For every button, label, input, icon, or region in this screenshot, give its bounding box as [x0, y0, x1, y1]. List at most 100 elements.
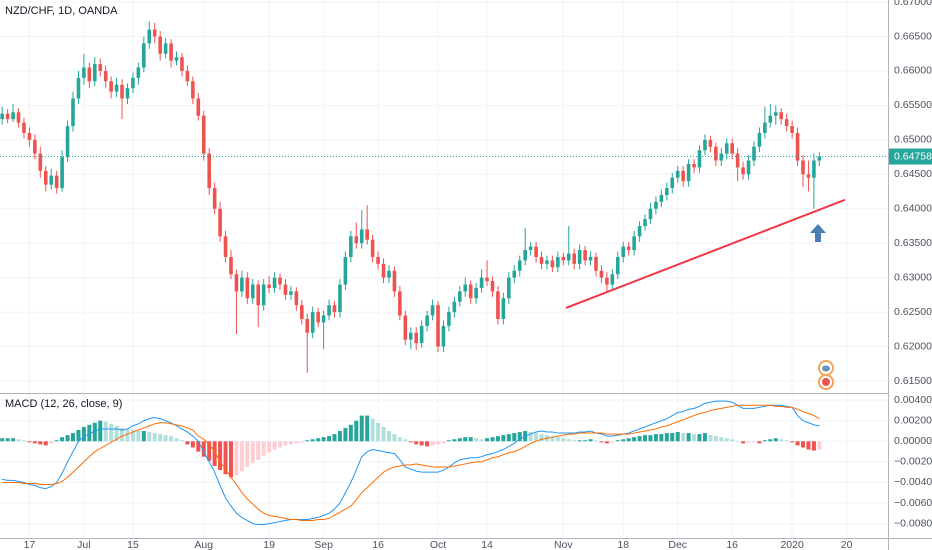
candle-body — [283, 284, 288, 295]
y-tick-label: 0.63500 — [894, 237, 932, 249]
histogram-bar — [702, 433, 707, 442]
histogram-bar — [21, 440, 26, 442]
candle-body — [201, 115, 206, 154]
candle-body — [300, 305, 304, 319]
histogram-bar — [397, 437, 402, 442]
histogram-bar — [190, 441, 195, 448]
histogram-bar — [495, 436, 500, 442]
candle-body — [387, 270, 391, 278]
candle-body — [697, 150, 702, 168]
histogram-bar — [11, 438, 16, 442]
histogram-bar — [43, 441, 48, 446]
histogram-bar — [643, 435, 648, 442]
candle-body — [0, 113, 4, 120]
histogram-bar — [272, 441, 277, 450]
y-tick-label: 0.62500 — [894, 306, 932, 318]
histogram-bar — [790, 441, 795, 443]
event-icons — [818, 360, 834, 390]
histogram-bar — [430, 441, 435, 446]
last-price-tag — [889, 148, 932, 165]
histogram-bar — [479, 439, 484, 442]
candle-body — [403, 315, 408, 340]
histogram-bar — [446, 440, 451, 442]
candle-body — [207, 153, 211, 189]
histogram-bar — [299, 441, 304, 443]
candle-body — [316, 312, 320, 323]
candle-body — [11, 112, 15, 120]
candle-body — [158, 36, 162, 54]
histogram-bar — [664, 433, 669, 442]
histogram-bar — [212, 441, 217, 466]
candle-body — [71, 98, 75, 127]
histogram-bar — [327, 436, 332, 442]
histogram-bar — [92, 422, 97, 442]
candle-body — [392, 270, 397, 292]
candle-body — [605, 277, 609, 285]
candle-body — [408, 332, 413, 340]
histogram-bar — [32, 441, 37, 444]
candle-body — [43, 170, 48, 185]
candle-body — [485, 277, 489, 282]
histogram-bar — [583, 440, 588, 442]
candle-body — [675, 170, 680, 178]
candle-body — [191, 81, 195, 99]
histogram-bar — [60, 437, 65, 442]
x-tick-label: Nov — [554, 539, 573, 550]
candle-body — [757, 132, 762, 147]
candle-body — [610, 274, 615, 285]
histogram-bar — [98, 420, 103, 442]
candle-body — [692, 163, 696, 168]
candle-body — [92, 64, 97, 82]
y-tick-label: −0.00400 — [894, 476, 932, 488]
histogram-bar — [686, 433, 691, 442]
histogram-bar — [278, 441, 283, 448]
candle-body — [278, 277, 282, 285]
histogram-bar — [566, 439, 571, 442]
histogram-bar — [196, 441, 201, 452]
candle-body — [321, 315, 326, 323]
histogram-bar — [158, 434, 163, 442]
histogram-bar — [365, 415, 370, 442]
candle-body — [49, 175, 54, 185]
candle-body — [561, 256, 566, 261]
histogram-bar — [474, 438, 479, 442]
histogram-bar — [81, 426, 86, 442]
last-price-label: 0.64758 — [894, 150, 932, 162]
histogram-bar — [185, 441, 190, 445]
candle-body — [479, 277, 484, 288]
candle-body — [714, 146, 718, 161]
histogram-bar — [784, 440, 789, 442]
candle-body — [398, 291, 402, 316]
candle-body — [114, 84, 119, 92]
candle-body — [665, 188, 669, 195]
candle-body — [54, 175, 59, 189]
candle-body — [735, 153, 740, 168]
y-tick-label: 0.00000 — [894, 435, 932, 447]
candle-body — [5, 113, 10, 120]
candle-body — [550, 260, 555, 268]
candle-body — [163, 43, 168, 54]
candle-body — [457, 291, 462, 302]
candle-body — [229, 256, 233, 275]
histogram-bar — [708, 435, 713, 442]
histogram-bar — [76, 429, 81, 442]
candle-body — [784, 119, 789, 127]
candle-body — [87, 67, 92, 82]
histogram-bar — [169, 436, 174, 442]
candle-body — [109, 81, 113, 92]
histogram-bar — [310, 439, 315, 442]
histogram-bar — [730, 439, 735, 442]
y-tick-label: −0.00800 — [894, 517, 932, 529]
candle-body — [741, 167, 745, 175]
histogram-bar — [768, 439, 773, 442]
histogram-bar — [0, 438, 5, 442]
histogram-bar — [419, 441, 424, 446]
y-tick-label: 0.64500 — [894, 168, 932, 180]
candle-body — [594, 256, 598, 271]
histogram-bar — [403, 439, 408, 442]
histogram-bar — [381, 426, 386, 442]
candle-body — [468, 284, 473, 299]
histogram-bar — [359, 415, 364, 442]
candle-body — [240, 277, 244, 292]
histogram-bar — [71, 433, 76, 442]
